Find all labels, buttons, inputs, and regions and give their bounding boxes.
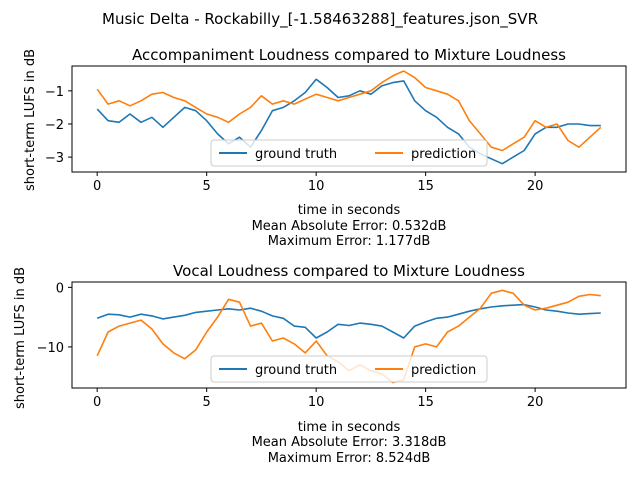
vocal-legend: ground truth prediction [210, 355, 488, 383]
accompaniment-max-error: Maximum Error: 1.177dB [268, 234, 431, 249]
y-tick-label: −3 [45, 151, 64, 166]
vocal-max-error: Maximum Error: 8.524dB [268, 451, 431, 466]
x-tick-label: 15 [417, 179, 434, 194]
x-tick-label: 20 [527, 395, 544, 410]
vocal-ticks-layer: 0 5 10 15 20 −10 0 [37, 281, 544, 410]
x-tick-label: 0 [93, 395, 101, 410]
vocal-plot: Vocal Loudness compared to Mixture Loudn… [13, 262, 627, 466]
x-tick-label: 0 [93, 179, 101, 194]
figure-title: Music Delta - Rockabilly_[-1.58463288]_f… [102, 10, 538, 29]
legend-frame [210, 139, 488, 167]
vocal-axes-frame [71, 281, 627, 389]
x-tick-label: 15 [417, 395, 434, 410]
legend-frame [210, 355, 488, 383]
x-tick-label: 10 [308, 179, 325, 194]
vocal-xlabel: time in seconds [298, 420, 401, 435]
accompaniment-mae: Mean Absolute Error: 0.532dB [252, 219, 447, 234]
accompaniment-ticks-layer: 0 5 10 15 20 −3 −2 −1 [45, 85, 544, 194]
prediction-line [96, 70, 602, 152]
legend-prediction-label: prediction [411, 147, 476, 162]
accompaniment-legend: ground truth prediction [210, 139, 488, 167]
x-tick-label: 5 [203, 395, 211, 410]
ground-truth-line [96, 78, 601, 165]
x-tick-label: 20 [527, 179, 544, 194]
legend-ground-truth-label: ground truth [255, 363, 337, 378]
ground-truth-line [96, 303, 601, 339]
legend-prediction-label: prediction [411, 363, 476, 378]
accompaniment-plot-title: Accompaniment Loudness compared to Mixtu… [132, 46, 566, 64]
vocal-mae: Mean Absolute Error: 3.318dB [252, 435, 447, 450]
x-tick-label: 10 [308, 395, 325, 410]
accompaniment-ylabel: short-term LUFS in dB [23, 49, 38, 191]
vocal-ylabel: short-term LUFS in dB [13, 267, 28, 409]
y-tick-label: −2 [45, 118, 64, 133]
accompaniment-plot: Accompaniment Loudness compared to Mixtu… [23, 46, 627, 249]
y-tick-label: −1 [45, 85, 64, 100]
accompaniment-series-layer [96, 70, 602, 165]
vocal-plot-title: Vocal Loudness compared to Mixture Loudn… [173, 262, 525, 280]
y-tick-label: −10 [37, 341, 64, 356]
accompaniment-axes-frame [71, 65, 627, 173]
x-tick-label: 5 [203, 179, 211, 194]
accompaniment-xlabel: time in seconds [298, 203, 401, 218]
y-tick-label: 0 [56, 281, 64, 296]
legend-ground-truth-label: ground truth [255, 147, 337, 162]
